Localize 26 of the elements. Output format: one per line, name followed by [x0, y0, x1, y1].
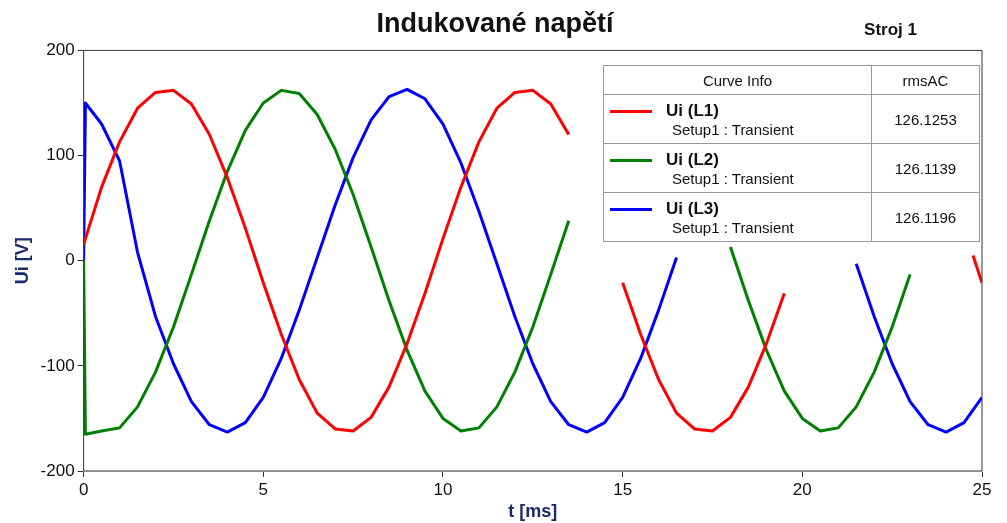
y-tick-label: 100	[46, 145, 75, 165]
annotation: 126.1253	[871, 94, 980, 144]
legend-title: Curve Info	[603, 65, 872, 95]
x-tick-label: 25	[972, 479, 992, 499]
legend-label: Ui (L2)	[666, 149, 719, 169]
annotation: 126.1196	[871, 192, 980, 242]
y-tick-label: 0	[65, 250, 75, 270]
annotation: Setup1 : Transient	[671, 218, 795, 236]
legend-label: Ui (L1)	[666, 100, 719, 120]
x-tick-label: 15	[613, 479, 633, 499]
x-tick-label: 5	[258, 479, 269, 499]
y-tick-label: -100	[40, 355, 75, 375]
annotation: rmsAC	[871, 65, 980, 95]
x-tick-label: 0	[78, 479, 89, 499]
chart-title: Indukované napětí	[376, 7, 616, 38]
x-axis-title: t [ms]	[508, 501, 558, 522]
y-tick-label: 200	[46, 40, 75, 60]
y-tick-label: -200	[40, 460, 75, 480]
annotation: Setup1 : Transient	[671, 169, 795, 187]
x-tick-label: 10	[433, 479, 453, 499]
annotation: 126.1139	[871, 143, 980, 193]
annotation: Setup1 : Transient	[671, 120, 795, 138]
text: Stroj 1	[864, 20, 917, 40]
y-axis-title: Ui [V]	[11, 237, 32, 285]
x-tick-label: 20	[792, 479, 812, 499]
legend-label: Ui (L3)	[666, 198, 719, 218]
